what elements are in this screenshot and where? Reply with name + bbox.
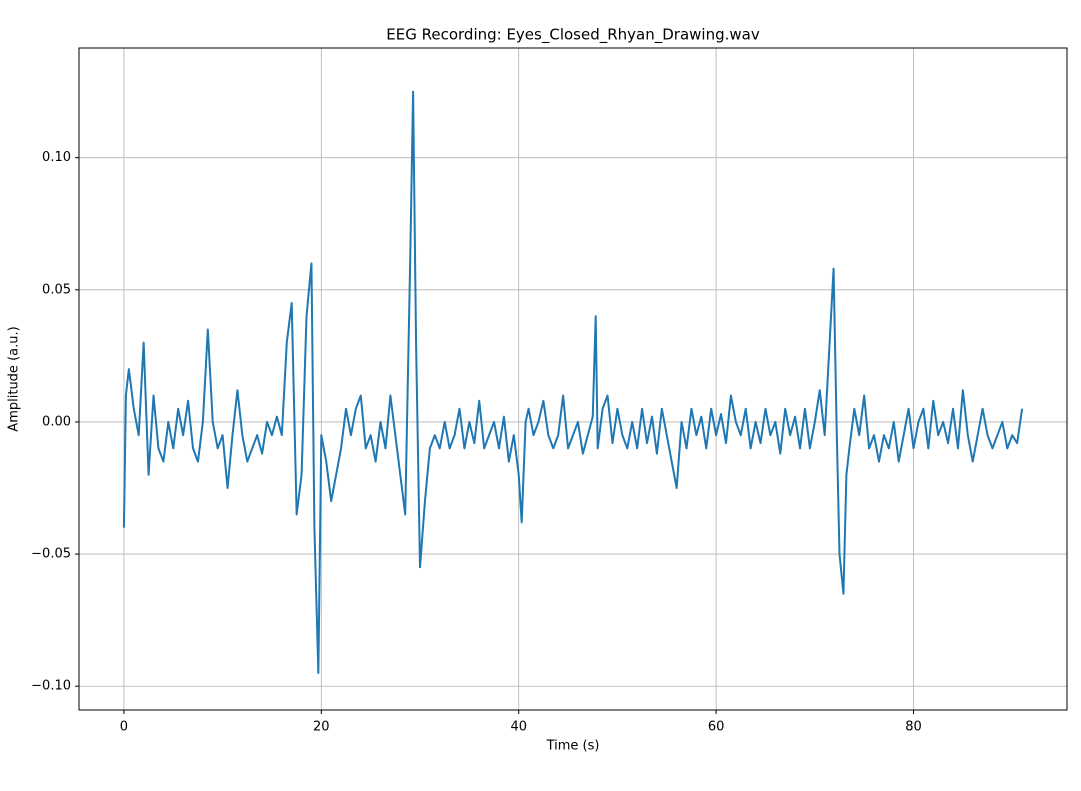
x-axis-label: Time (s) [546, 739, 600, 754]
x-tick-label: 0 [120, 720, 128, 735]
x-tick-label: 40 [510, 720, 527, 735]
x-tick-label: 60 [708, 720, 725, 735]
y-axis-label: Amplitude (a.u.) [7, 326, 22, 431]
x-tick-label: 80 [905, 720, 922, 735]
signal-line [122, 90, 1024, 674]
x-tick-label: 20 [313, 720, 330, 735]
y-tick-label: −0.10 [31, 679, 71, 694]
y-tick-label: 0.00 [42, 414, 71, 429]
y-tick-label: 0.05 [42, 282, 71, 297]
chart-title: EEG Recording: Eyes_Closed_Rhyan_Drawing… [386, 26, 760, 45]
y-tick-label: 0.10 [42, 150, 71, 165]
plot-frame [78, 47, 1068, 711]
y-tick-label: −0.05 [31, 547, 71, 562]
